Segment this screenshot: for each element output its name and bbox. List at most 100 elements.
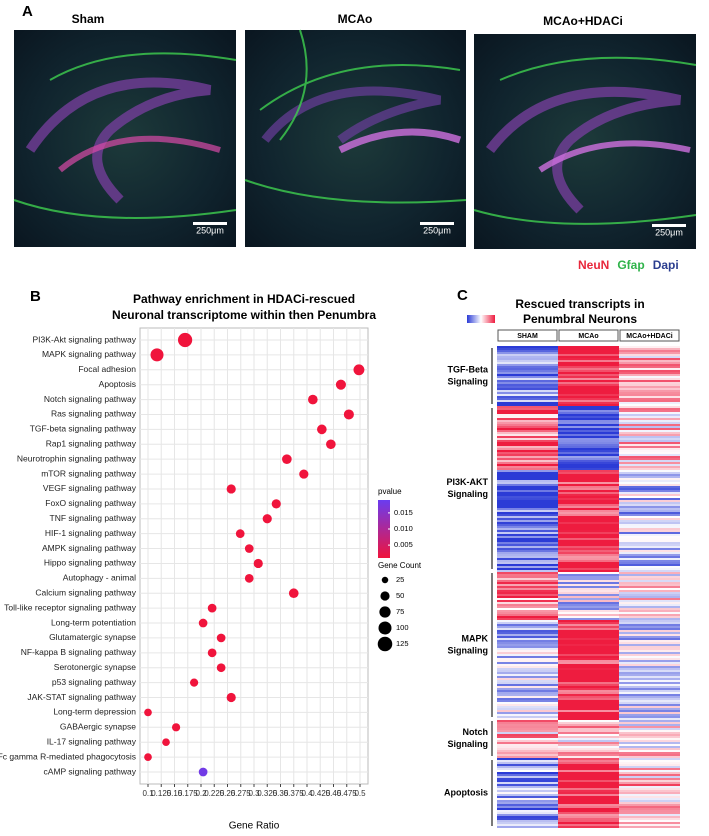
heatmap-cell xyxy=(619,806,680,808)
heatmap-cell xyxy=(497,782,558,784)
heatmap-cell xyxy=(619,622,680,624)
heatmap-cell xyxy=(497,434,558,436)
heatmap-cell xyxy=(497,778,558,780)
heatmap-cell xyxy=(497,364,558,366)
heatmap-cell xyxy=(497,656,558,658)
heatmap-cell xyxy=(558,504,619,506)
heatmap-cell xyxy=(497,524,558,526)
heatmap-cell xyxy=(619,382,680,384)
heatmap-cell xyxy=(619,676,680,678)
heatmap-cell xyxy=(558,398,619,400)
heatmap-cell xyxy=(619,750,680,752)
heatmap-cell xyxy=(558,702,619,704)
heatmap-cell xyxy=(619,672,680,674)
heatmap-cell xyxy=(619,574,680,576)
heatmap-cell xyxy=(558,350,619,352)
heatmap-cell xyxy=(619,756,680,758)
heatmap-cell xyxy=(558,814,619,816)
heatmap-cell xyxy=(497,696,558,698)
heatmap-cell xyxy=(497,356,558,358)
dot xyxy=(144,708,152,717)
heatmap-cell xyxy=(558,362,619,364)
heatmap-cell xyxy=(497,788,558,790)
heatmap-cell xyxy=(619,536,680,538)
heatmap-cell xyxy=(497,752,558,754)
heatmap-cell xyxy=(558,678,619,680)
chart-title: Neuronal transcriptome within then Penum… xyxy=(112,308,376,322)
heatmap-cell xyxy=(558,810,619,812)
y-tick-label: HIF-1 signaling pathway xyxy=(45,528,137,538)
heatmap-cell xyxy=(558,724,619,726)
heatmap-cell xyxy=(497,346,558,348)
heatmap-cell xyxy=(619,800,680,802)
heatmap-cell xyxy=(497,458,558,460)
heatmap-cell xyxy=(558,806,619,808)
heatmap-cell xyxy=(558,640,619,642)
heatmap-cell xyxy=(497,394,558,396)
dot xyxy=(317,424,327,435)
heatmap-cell xyxy=(558,800,619,802)
dot xyxy=(271,499,281,509)
heatmap-cell xyxy=(558,490,619,492)
heatmap-cell xyxy=(619,562,680,564)
heatmap-cell xyxy=(497,746,558,748)
heatmap-cell xyxy=(619,594,680,596)
heatmap-cell xyxy=(558,394,619,396)
heatmap-cell xyxy=(497,608,558,610)
heatmap-cell xyxy=(558,664,619,666)
heatmap-cell xyxy=(619,802,680,804)
heatmap-cell xyxy=(619,586,680,588)
heatmap-cell xyxy=(619,426,680,428)
x-tick-label: 0.45 xyxy=(326,789,342,798)
heatmap-cell xyxy=(619,498,680,500)
heatmap-cell xyxy=(497,396,558,398)
heatmap-cell xyxy=(558,788,619,790)
heatmap-cell xyxy=(619,522,680,524)
dot xyxy=(189,678,199,687)
heatmap-cell xyxy=(558,770,619,772)
heatmap-cell xyxy=(619,794,680,796)
dot xyxy=(353,364,365,376)
heatmap-cell xyxy=(497,662,558,664)
heatmap-cell xyxy=(497,448,558,450)
heatmap-cell xyxy=(558,760,619,762)
heatmap-cell xyxy=(619,784,680,786)
heatmap-cell xyxy=(619,396,680,398)
group-label: Notch xyxy=(463,727,489,737)
heatmap-cell xyxy=(497,544,558,546)
dot xyxy=(150,348,164,362)
y-tick-label: AMPK signaling pathway xyxy=(42,543,137,553)
heatmap-cell xyxy=(558,562,619,564)
heatmap-cell xyxy=(497,482,558,484)
heatmap-cell xyxy=(619,408,680,410)
heatmap-cell xyxy=(497,760,558,762)
heatmap-cell xyxy=(619,360,680,362)
heatmap-cell xyxy=(497,468,558,470)
heatmap-cell xyxy=(558,510,619,512)
y-tick-label: Long-term potentiation xyxy=(51,617,136,627)
heatmap-cell xyxy=(558,376,619,378)
heatmap-cell xyxy=(497,496,558,498)
x-tick-label: 0.35 xyxy=(273,789,289,798)
heatmap-cell xyxy=(497,774,558,776)
dot xyxy=(343,409,354,420)
heatmap-cell xyxy=(558,450,619,452)
heatmap-cell xyxy=(619,528,680,530)
heatmap-cell xyxy=(497,406,558,408)
heatmap-cell xyxy=(558,614,619,616)
scale-bar-label: 250μm xyxy=(196,225,224,235)
heatmap-cell xyxy=(619,490,680,492)
heatmap-cell xyxy=(558,526,619,528)
heatmap-cell xyxy=(558,644,619,646)
heatmap-cell xyxy=(558,514,619,516)
y-tick-label: Toll-like receptor signaling pathway xyxy=(4,602,137,612)
heatmap-cell xyxy=(497,504,558,506)
heatmap-cell xyxy=(558,428,619,430)
heatmap-cell xyxy=(497,714,558,716)
heatmap-cell xyxy=(497,528,558,530)
heatmap-cell xyxy=(497,564,558,566)
column-header-box xyxy=(497,329,558,342)
micrographs xyxy=(13,29,697,249)
heatmap-cell xyxy=(497,460,558,462)
heatmap-cell xyxy=(558,742,619,744)
